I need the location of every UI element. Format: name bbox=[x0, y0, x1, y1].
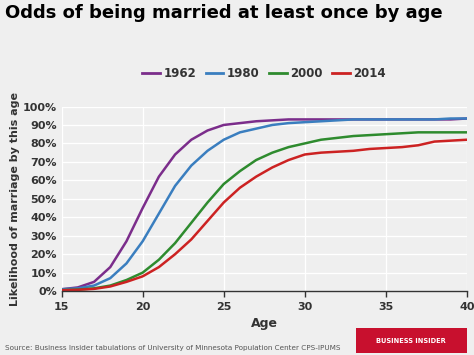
Text: Source: Business Insider tabulations of University of Minnesota Population Cente: Source: Business Insider tabulations of … bbox=[5, 345, 340, 351]
X-axis label: Age: Age bbox=[251, 317, 278, 330]
Legend: 1962, 1980, 2000, 2014: 1962, 1980, 2000, 2014 bbox=[137, 62, 391, 85]
Text: BUSINESS INSIDER: BUSINESS INSIDER bbox=[376, 338, 446, 344]
Text: Odds of being married at least once by age: Odds of being married at least once by a… bbox=[5, 4, 442, 22]
Y-axis label: Likelihood of marriage by this age: Likelihood of marriage by this age bbox=[10, 92, 20, 306]
